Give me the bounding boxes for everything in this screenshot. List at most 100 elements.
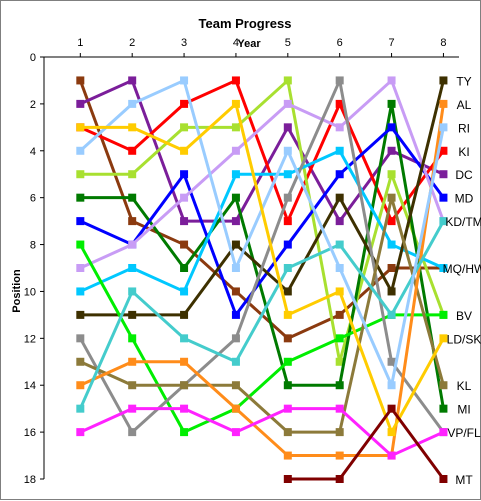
- series-point: [76, 357, 85, 366]
- series-point: [283, 451, 292, 460]
- series-point: [231, 146, 240, 155]
- y-tick-label: 2: [30, 99, 36, 111]
- series-point: [335, 428, 344, 437]
- y-tick-label: 10: [24, 286, 36, 298]
- x-tick-label: 3: [181, 37, 187, 49]
- series-point: [335, 334, 344, 343]
- y-tick-label: 12: [24, 333, 36, 345]
- series-point: [128, 428, 137, 437]
- series-point: [180, 240, 189, 249]
- series-point: [128, 76, 137, 85]
- series-point: [439, 123, 448, 132]
- series-point: [335, 76, 344, 85]
- series-line: [76, 76, 448, 366]
- series-point: [76, 310, 85, 319]
- series-point: [128, 310, 137, 319]
- series-point: [335, 99, 344, 108]
- x-tick-label: 4: [233, 37, 239, 49]
- series-point: [439, 264, 448, 272]
- series-point: [180, 404, 189, 413]
- team-end-label: KL: [457, 379, 472, 393]
- series-point: [387, 264, 396, 272]
- series-point: [335, 146, 344, 155]
- series-path: [78, 78, 445, 270]
- series-point: [335, 310, 344, 319]
- series-point: [387, 123, 396, 132]
- series-point: [76, 123, 85, 132]
- series-point: [387, 287, 396, 296]
- series-point: [180, 146, 189, 155]
- series-path: [78, 102, 445, 434]
- series-point: [128, 217, 137, 226]
- series-point: [180, 76, 189, 85]
- team-end-label: MT: [455, 473, 473, 487]
- y-tick-label: 6: [30, 193, 36, 205]
- series-point: [231, 170, 240, 179]
- series-point: [283, 428, 292, 437]
- x-tick-label: 1: [77, 37, 83, 49]
- series-point: [180, 357, 189, 366]
- series-point: [231, 217, 240, 226]
- team-end-label: MQ/HW: [443, 262, 481, 276]
- series-point: [335, 404, 344, 413]
- team-end-label: VP/FL: [447, 426, 481, 440]
- series-point: [387, 193, 396, 202]
- series-point: [128, 123, 137, 132]
- series-point: [283, 287, 292, 296]
- series-point: [335, 193, 344, 202]
- series-point: [231, 357, 240, 366]
- series-point: [283, 123, 292, 132]
- series-point: [128, 99, 137, 108]
- series-point: [283, 146, 292, 155]
- x-axis-label: Year: [237, 38, 261, 50]
- series-point: [387, 381, 396, 390]
- series-point: [387, 428, 396, 437]
- series-path: [78, 196, 445, 434]
- series-point: [76, 264, 85, 272]
- series-line: [76, 99, 448, 413]
- series-point: [128, 193, 137, 202]
- team-end-label: MD: [455, 192, 474, 206]
- series-point: [335, 217, 344, 226]
- series-point: [283, 404, 292, 413]
- series-path: [78, 407, 445, 458]
- series-point: [439, 381, 448, 390]
- series-path: [286, 407, 445, 481]
- series-path: [78, 78, 445, 434]
- series-point: [335, 123, 344, 132]
- series-point: [180, 170, 189, 179]
- x-tick-label: 7: [389, 37, 395, 49]
- series-point: [76, 76, 85, 85]
- series-point: [387, 357, 396, 366]
- series-point: [387, 217, 396, 226]
- series-point: [283, 310, 292, 319]
- series-point: [335, 170, 344, 179]
- series-point: [283, 475, 292, 483]
- series-path: [78, 102, 445, 411]
- series-point: [283, 357, 292, 366]
- y-axis-label: Position: [11, 269, 23, 313]
- series-point: [335, 357, 344, 366]
- series-point: [76, 217, 85, 226]
- series-point: [335, 381, 344, 390]
- series-point: [283, 217, 292, 226]
- y-tick-label: 4: [30, 146, 36, 158]
- series-line: [76, 99, 448, 437]
- series-point: [231, 123, 240, 132]
- y-tick-label: 0: [30, 52, 36, 64]
- y-tick-label: 18: [24, 474, 36, 486]
- x-tick-label: 5: [285, 37, 291, 49]
- series-point: [283, 240, 292, 249]
- series-point: [76, 334, 85, 343]
- y-tick-label: 16: [24, 427, 36, 439]
- series-point: [439, 99, 448, 108]
- team-end-label: DC: [455, 168, 473, 182]
- series-point: [76, 404, 85, 413]
- series-point: [231, 240, 240, 249]
- series-point: [128, 404, 137, 413]
- series-path: [78, 78, 445, 364]
- series-point: [76, 240, 85, 249]
- series-point: [439, 310, 448, 319]
- series-point: [128, 287, 137, 296]
